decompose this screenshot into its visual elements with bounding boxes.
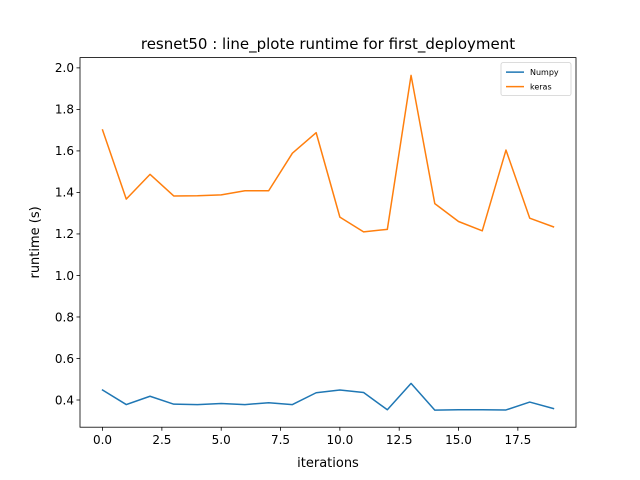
x-axis-label: iterations (297, 456, 359, 471)
chart-title: resnet50 : line_plote runtime for first_… (141, 35, 515, 54)
x-tick-label: 0.0 (93, 433, 112, 447)
y-tick-label: 1.4 (55, 186, 74, 200)
x-tick-label: 15.0 (445, 433, 472, 447)
y-tick-label: 0.4 (55, 393, 74, 407)
y-tick-label: 1.0 (55, 269, 74, 283)
x-tick-label: 10.0 (327, 433, 354, 447)
y-axis-label: runtime (s) (28, 206, 43, 278)
y-tick-label: 1.2 (55, 227, 74, 241)
x-tick-label: 17.5 (504, 433, 531, 447)
y-tick-label: 1.6 (55, 144, 74, 158)
series-line-numpy (101, 382, 555, 411)
y-tick-label: 1.8 (55, 103, 74, 117)
x-tick-label: 12.5 (386, 433, 413, 447)
y-tick-label: 0.6 (55, 352, 74, 366)
legend-entry: keras (530, 83, 552, 92)
series-line-keras (101, 74, 555, 233)
x-tick-label: 2.5 (152, 433, 171, 447)
plot-frame (79, 57, 577, 428)
legend: Numpy keras (500, 62, 572, 96)
y-tick-label: 2.0 (55, 61, 74, 75)
x-tick-label: 5.0 (212, 433, 231, 447)
legend-entry: Numpy (530, 68, 559, 77)
y-tick-label: 0.8 (55, 310, 74, 324)
x-tick-label: 7.5 (271, 433, 290, 447)
